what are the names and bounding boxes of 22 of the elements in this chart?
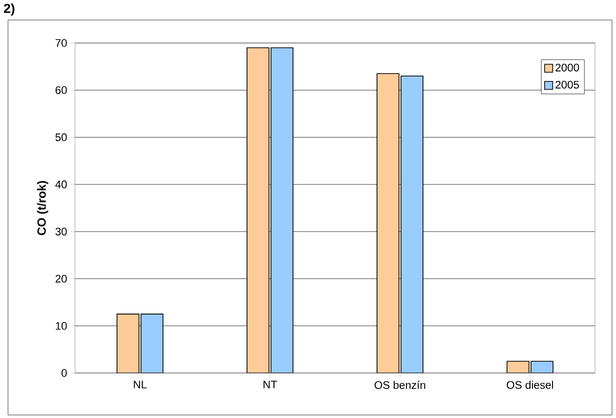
y-tick-label: 10 — [56, 322, 67, 330]
bar — [400, 76, 424, 373]
x-tick-label: OS benzín — [374, 380, 426, 389]
bar — [376, 73, 400, 373]
x-tick-label: NT — [264, 380, 278, 388]
x-tick-label: NL — [134, 380, 147, 388]
y-tick-label: 30 — [55, 228, 67, 236]
y-tick-label: 40 — [55, 180, 67, 188]
bar — [246, 47, 270, 373]
bar — [140, 314, 164, 373]
bar — [116, 314, 140, 373]
text: 2) — [4, 4, 14, 16]
bar — [270, 47, 294, 373]
y-tick-label: 50 — [55, 133, 67, 142]
y-tick-label: 60 — [56, 86, 67, 94]
legend-label: 2005 — [556, 80, 579, 89]
y-tick-label: 20 — [56, 274, 67, 283]
y-axis-title: CO (t/rok) — [37, 181, 48, 236]
y-tick-label: 70 — [56, 39, 67, 47]
x-tick-label: OS diesel — [506, 380, 554, 389]
legend-label: 2000 — [556, 64, 579, 72]
y-tick-label: 0 — [62, 369, 67, 377]
